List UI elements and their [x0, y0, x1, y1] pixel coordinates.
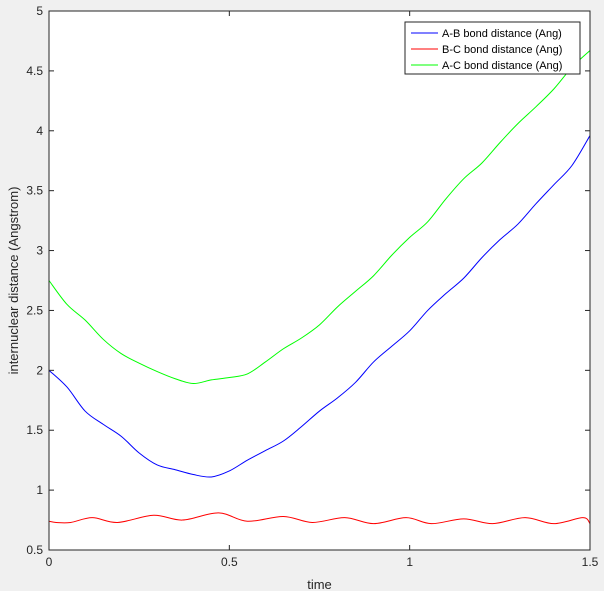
x-axis-label: time — [307, 577, 332, 591]
y-axis-label: internuclear distance (Angstrom) — [6, 187, 21, 375]
y-tick-label: 3 — [36, 244, 43, 258]
x-tick-label: 0 — [46, 555, 53, 569]
series-layer — [48, 50, 591, 525]
series-line-2 — [48, 512, 591, 525]
y-tick-label: 2.5 — [26, 303, 43, 317]
legend-label-3: A-C bond distance (Ang) — [442, 60, 562, 72]
x-tick-label: 1.5 — [582, 555, 599, 569]
y-tick-label: 5 — [36, 4, 43, 18]
y-tick-label: 4.5 — [26, 64, 43, 78]
x-tick-label: 1 — [406, 555, 413, 569]
legend: A-B bond distance (Ang) B-C bond distance… — [404, 21, 581, 75]
y-tick-label: 4 — [36, 124, 43, 138]
x-tick-label: 0.5 — [221, 555, 238, 569]
y-tick-label: 1 — [36, 483, 43, 497]
plot-frame — [48, 10, 591, 551]
y-tick-label: 1.5 — [26, 423, 43, 437]
legend-label-2: B-C bond distance (Ang) — [442, 44, 562, 56]
ticks-layer: 0 0.5 1 1.50.511.522.533.544.55 — [26, 4, 598, 569]
legend-label-1: A-B bond distance (Ang) — [442, 28, 562, 40]
y-tick-label: 3.5 — [26, 184, 43, 198]
plot-area — [49, 11, 590, 550]
y-tick-label: 0.5 — [26, 543, 43, 557]
series-line-3 — [48, 50, 591, 385]
series-line-1 — [48, 135, 591, 478]
y-tick-label: 2 — [36, 363, 43, 377]
